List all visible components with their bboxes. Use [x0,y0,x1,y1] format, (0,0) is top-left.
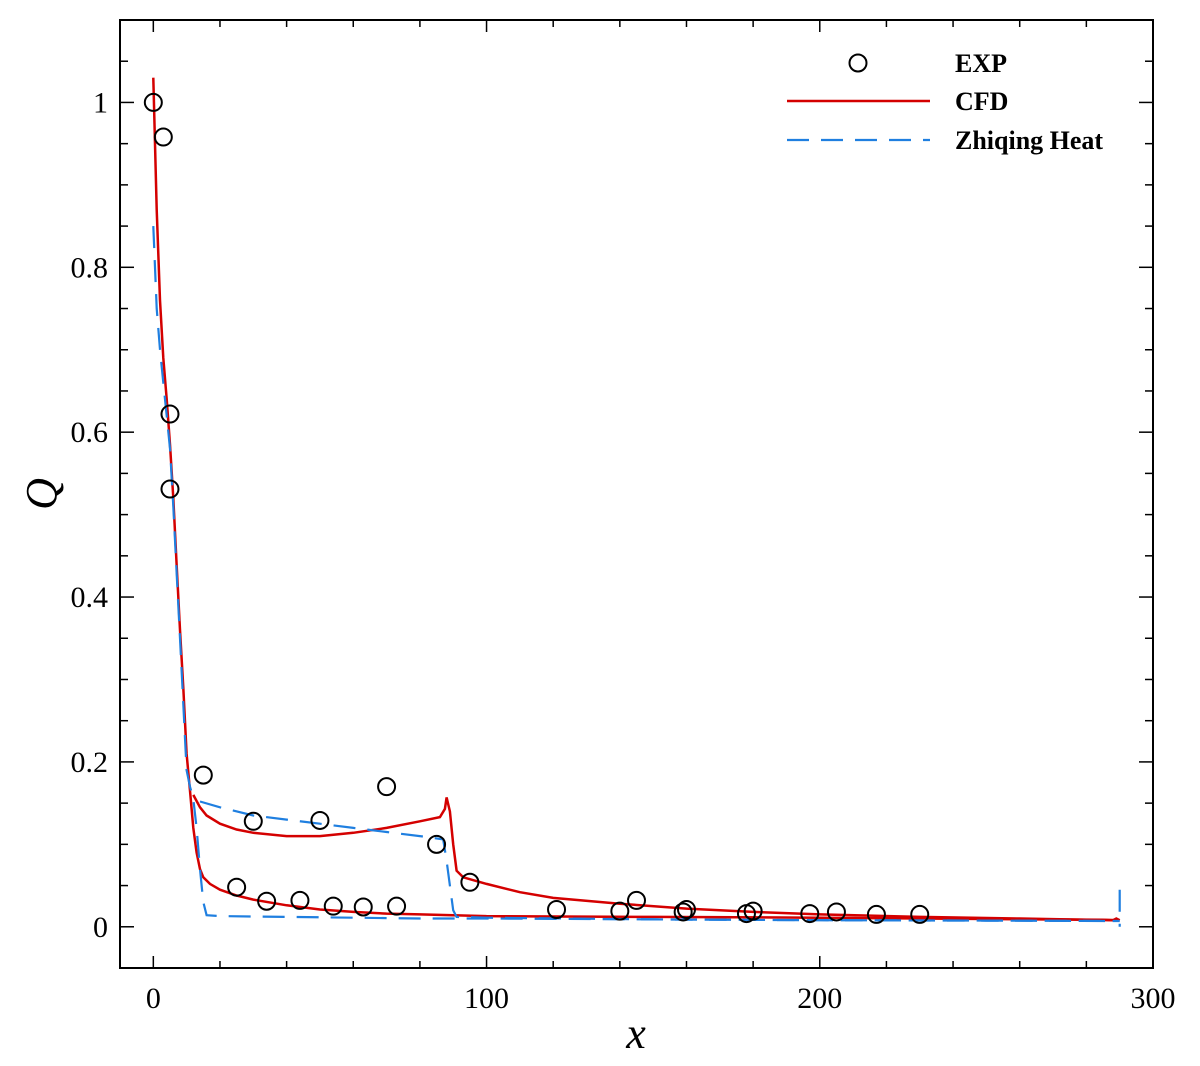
exp-point [910,904,930,924]
y-tick-label: 1 [93,86,108,119]
y-axis-title: Q [17,478,66,510]
exp-point [460,872,480,892]
legend: EXP CFD Zhiqing Heat [787,49,1103,155]
zhiqing-heat-line [199,800,1114,923]
y-tick-label: 0.4 [71,581,109,614]
exp-point [323,896,343,916]
legend-label: EXP [955,49,1007,78]
plot-frame [119,19,1154,969]
exp-point [743,901,763,921]
axis-tick-labels: 0 100 200 300 0 0.2 0.4 0.6 0.8 1 [71,86,1176,1015]
exp-point [547,899,567,919]
exp-point [676,899,696,919]
exp-point [227,877,247,897]
y-tick-label: 0.8 [71,251,109,284]
exp-point [427,834,447,854]
exp-point [160,404,180,424]
cfd-line [152,77,1120,922]
axis-ticks [120,20,1154,969]
exp-point [673,902,693,922]
exp-point [153,127,173,147]
x-tick-label: 300 [1131,982,1176,1015]
x-tick-label: 100 [464,982,509,1015]
exp-point [243,811,263,831]
x-tick-label: 0 [146,982,161,1015]
exp-point [143,92,163,112]
y-tick-label: 0.6 [71,416,109,449]
exp-point [257,891,277,911]
exp-point [310,810,330,830]
legend-label: CFD [955,87,1008,116]
legend-exp-symbol [848,53,868,73]
exp-point [290,890,310,910]
y-tick-label: 0.2 [71,746,109,779]
exp-point [353,897,373,917]
cfd-line [192,794,1121,922]
exp-point [826,902,846,922]
zhiqing-heat-line [152,226,1120,923]
exp-point [866,904,886,924]
exp-point [377,777,397,797]
x-axis-title: x [625,1009,646,1058]
exp-point [610,901,630,921]
exp-point [627,890,646,910]
legend-label: Zhiqing Heat [955,126,1103,155]
series-layer [143,77,1121,927]
exp-point [160,479,180,499]
x-tick-label: 200 [797,982,842,1015]
exp-point [193,765,213,785]
exp-point [387,896,407,916]
y-tick-label: 0 [93,911,108,944]
exp-point [800,904,820,924]
